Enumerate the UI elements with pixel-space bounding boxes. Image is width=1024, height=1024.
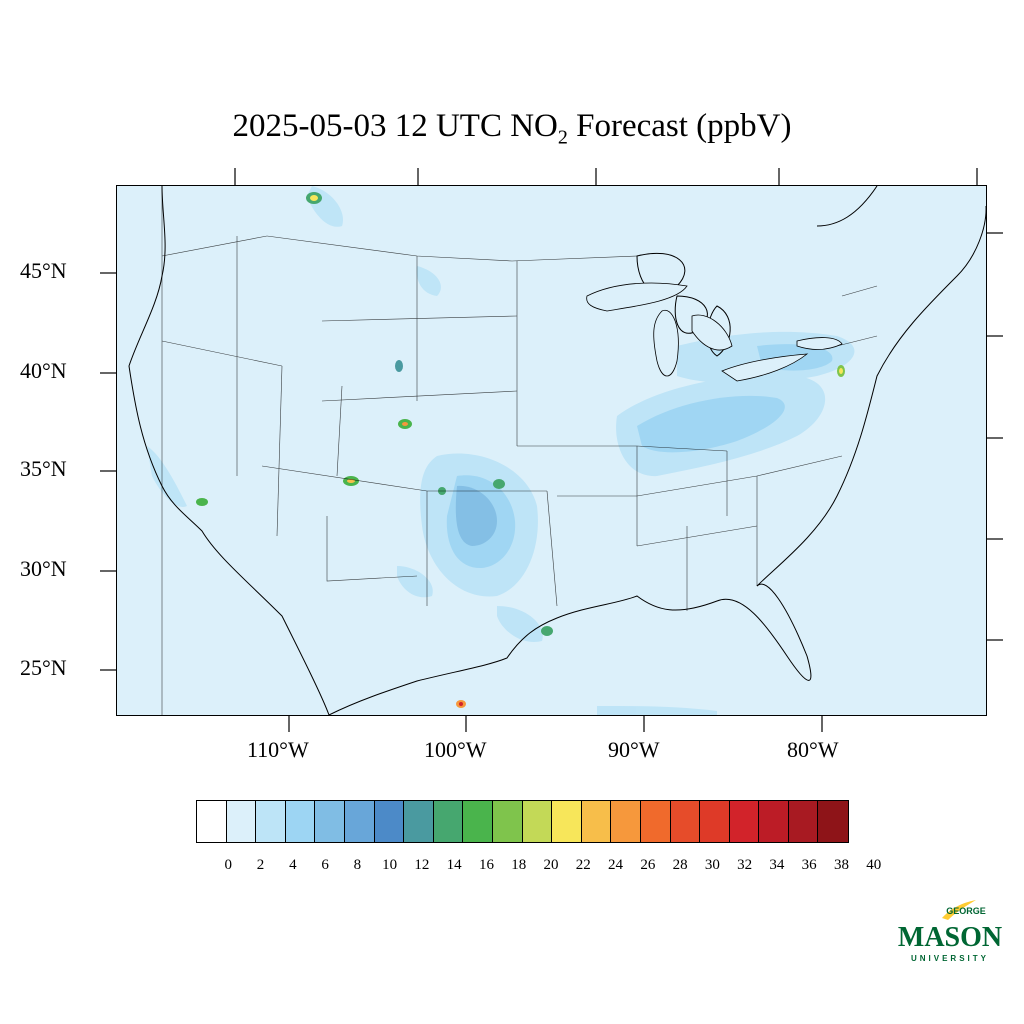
- map-panel: [116, 185, 987, 716]
- hotspots: [196, 192, 845, 708]
- colorbar-cell: [670, 801, 701, 842]
- colorbar-tick-label: 6: [321, 857, 329, 873]
- colorbar-tick-label: 34: [769, 857, 785, 873]
- colorbar-cell: [581, 801, 612, 842]
- lon-label-80: 80°W: [787, 737, 839, 762]
- colorbar-cell: [315, 801, 345, 842]
- lat-label-40: 40°N: [20, 358, 67, 383]
- colorbar-cell: [818, 801, 849, 842]
- colorbar-cell: [788, 801, 819, 842]
- colorbar-cell: [522, 801, 553, 842]
- colorbar-tick-label: 2: [256, 857, 265, 873]
- colorbar-cell: [197, 801, 227, 842]
- colorbar-tick-label: 38: [833, 857, 849, 873]
- colorbar-tick-label: 30: [704, 857, 720, 873]
- colorbar-cell: [285, 801, 316, 842]
- lon-label-110: 110°W: [247, 737, 309, 762]
- colorbar-tick-label: 14: [446, 857, 462, 873]
- colorbar-cell: [374, 801, 405, 842]
- colorbar-tick-label: 12: [414, 857, 430, 873]
- colorbar-cell: [433, 801, 464, 842]
- logo-line2: MASON: [898, 922, 1002, 953]
- colorbar-cell: [611, 801, 641, 842]
- no2-forecast-map: [128, 186, 986, 715]
- colorbar-cell: [759, 801, 789, 842]
- colorbar-cell: [552, 801, 582, 842]
- map-title: 2025-05-03 12 UTC NO2 Forecast (ppbV): [232, 108, 792, 149]
- colorbar-cell: [492, 801, 523, 842]
- colorbar-cell: [640, 801, 671, 842]
- logo-line3: UNIVERSITY: [911, 954, 989, 963]
- lat-label-35: 35°N: [20, 456, 67, 481]
- lat-label-30: 30°N: [20, 556, 67, 581]
- colorbar-cell: [404, 801, 434, 842]
- colorbar-tick-label: 36: [801, 857, 817, 873]
- colorbar-tick-label: 16: [478, 857, 494, 873]
- colorbar-tick-label: 40: [866, 857, 882, 873]
- colorbar-tick-label: 22: [575, 857, 591, 873]
- colorbar-tick-label: 18: [511, 857, 527, 873]
- colorbar-cell: [344, 801, 375, 842]
- colorbar: [196, 800, 850, 843]
- logo-line1: GEORGE: [946, 906, 986, 916]
- colorbar-tick-label: 28: [672, 857, 688, 873]
- colorbar-tick-label: 10: [382, 857, 398, 873]
- concentration-fields: [147, 186, 855, 715]
- colorbar-cell: [463, 801, 493, 842]
- lon-label-100: 100°W: [424, 737, 487, 762]
- colorbar-cell: [700, 801, 730, 842]
- colorbar-tick-label: 20: [543, 857, 559, 873]
- colorbar-tick-label: 26: [640, 857, 656, 873]
- colorbar-tick-label: 4: [289, 857, 297, 873]
- colorbar-cell: [226, 801, 257, 842]
- colorbar-cell: [256, 801, 286, 842]
- colorbar-tick-label: 0: [224, 857, 233, 873]
- lat-label-45: 45°N: [20, 258, 67, 283]
- lat-label-25: 25°N: [20, 655, 67, 680]
- lon-label-90: 90°W: [608, 737, 660, 762]
- colorbar-tick-label: 8: [353, 857, 362, 873]
- logo-swoosh: [942, 900, 976, 920]
- colorbar-tick-label: 24: [608, 857, 624, 873]
- george-mason-logo: GEORGE MASON UNIVERSITY: [898, 900, 1002, 963]
- colorbar-tick-label: 32: [737, 857, 753, 873]
- colorbar-cell: [729, 801, 760, 842]
